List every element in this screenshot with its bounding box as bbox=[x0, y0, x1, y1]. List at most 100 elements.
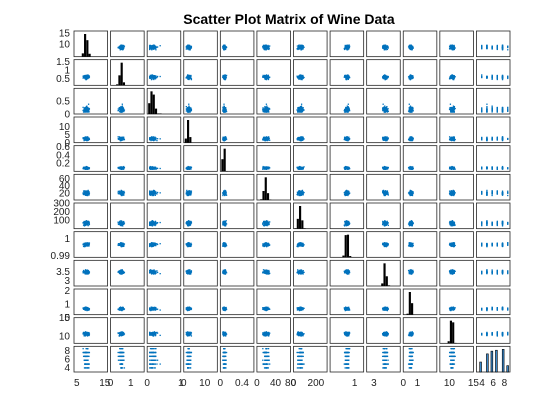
scatter-point bbox=[409, 78, 411, 81]
scatter-point bbox=[449, 103, 452, 105]
panel-r4-c4 bbox=[183, 116, 218, 144]
hist-bar bbox=[81, 53, 84, 57]
scatter-point bbox=[156, 138, 159, 140]
scatter-point bbox=[122, 48, 124, 50]
scatter-point bbox=[501, 49, 504, 51]
scatter-point bbox=[408, 103, 410, 105]
scatter-point bbox=[383, 47, 386, 49]
panel-r3-c4 bbox=[183, 87, 218, 115]
scatter-point bbox=[190, 77, 192, 79]
panel-frame bbox=[73, 145, 108, 172]
scatter-point bbox=[491, 107, 493, 109]
scatter-point bbox=[409, 137, 411, 140]
scatter-point bbox=[501, 110, 504, 113]
scatter-point bbox=[346, 78, 348, 81]
scatter-point bbox=[453, 105, 456, 108]
panel-r3-c1 bbox=[73, 87, 108, 115]
scatter-point bbox=[386, 47, 389, 49]
scatter-point bbox=[188, 45, 190, 47]
scatter-point bbox=[454, 138, 456, 141]
scatter-point bbox=[491, 75, 493, 78]
scatter-point bbox=[382, 103, 384, 105]
scatter-point bbox=[187, 46, 189, 48]
panel-r3-c7 bbox=[293, 87, 328, 115]
scatter-point bbox=[486, 139, 488, 142]
scatter-point bbox=[88, 76, 90, 78]
scatter-point bbox=[451, 46, 453, 48]
panel-frame bbox=[439, 30, 474, 58]
panel-frame bbox=[219, 30, 255, 58]
scatter-point bbox=[346, 106, 349, 108]
scatter-point bbox=[264, 49, 266, 51]
scatter-point bbox=[299, 136, 301, 139]
scatter-point bbox=[152, 77, 154, 79]
scatter-point bbox=[262, 107, 264, 109]
scatter-point bbox=[264, 109, 266, 111]
scatter-point bbox=[299, 109, 301, 111]
panel-r4-c11 bbox=[439, 116, 474, 144]
scatter-point bbox=[302, 77, 304, 80]
scatter-point bbox=[264, 111, 266, 113]
scatter-point bbox=[302, 76, 304, 79]
scatter-point bbox=[453, 139, 455, 142]
scatter-point bbox=[347, 136, 349, 139]
panel-r1-c9 bbox=[366, 30, 401, 58]
scatter-point bbox=[225, 74, 228, 77]
scatter-point bbox=[269, 45, 271, 47]
scatter-point bbox=[387, 75, 389, 78]
scatter-point bbox=[450, 136, 452, 139]
scatter-point bbox=[265, 109, 267, 111]
scatter-point bbox=[88, 108, 90, 110]
scatter-point bbox=[121, 103, 123, 105]
scatter-point bbox=[346, 78, 348, 80]
scatter-point bbox=[155, 137, 157, 140]
scatter-point bbox=[346, 105, 348, 107]
scatter-point bbox=[152, 139, 154, 141]
scatter-point bbox=[298, 78, 300, 81]
scatter-point bbox=[187, 78, 189, 80]
scatter-point bbox=[450, 76, 452, 79]
hist-bar bbox=[150, 91, 153, 114]
scatter-point bbox=[384, 107, 387, 109]
panel-r2-c11 bbox=[439, 59, 474, 86]
scatter-point bbox=[122, 139, 124, 141]
scatter-point bbox=[346, 108, 348, 110]
scatter-point bbox=[451, 137, 453, 140]
scatter-point bbox=[501, 78, 504, 80]
scatter-point bbox=[121, 111, 123, 113]
scatter-point bbox=[410, 139, 412, 141]
scatter-point bbox=[348, 45, 351, 47]
scatter-point bbox=[300, 137, 302, 140]
scatter-point bbox=[411, 48, 413, 50]
scatter-point bbox=[453, 137, 456, 140]
panel-frame bbox=[476, 30, 511, 58]
scatter-point bbox=[385, 48, 387, 50]
scatter-point bbox=[345, 78, 347, 81]
scatter-point bbox=[190, 45, 193, 48]
scatter-point bbox=[263, 109, 265, 111]
panel-r3-c12 bbox=[476, 87, 511, 115]
scatter-point bbox=[151, 137, 153, 140]
panel-r3-c11 bbox=[439, 87, 474, 115]
scatter-point bbox=[122, 109, 124, 111]
scatter-point bbox=[452, 105, 455, 107]
scatter-point bbox=[86, 139, 89, 142]
panel-r4-c8 bbox=[329, 116, 365, 144]
scatter-point bbox=[299, 111, 301, 113]
scatter-point bbox=[386, 105, 388, 108]
scatter-point bbox=[300, 48, 303, 50]
scatter-point bbox=[266, 77, 269, 80]
scatter-point bbox=[85, 109, 87, 111]
hist-bar bbox=[120, 62, 123, 86]
scatter-point bbox=[266, 139, 268, 142]
scatter-point bbox=[222, 76, 224, 79]
scatter-point bbox=[84, 78, 86, 80]
panel-frame bbox=[110, 87, 145, 115]
scatter-point bbox=[117, 137, 119, 140]
scatter-point bbox=[386, 137, 388, 140]
scatter-point bbox=[486, 109, 488, 111]
scatter-point bbox=[383, 107, 386, 109]
panel-r3-c9 bbox=[366, 87, 401, 115]
scatter-point bbox=[149, 48, 151, 50]
scatter-point bbox=[269, 139, 271, 141]
